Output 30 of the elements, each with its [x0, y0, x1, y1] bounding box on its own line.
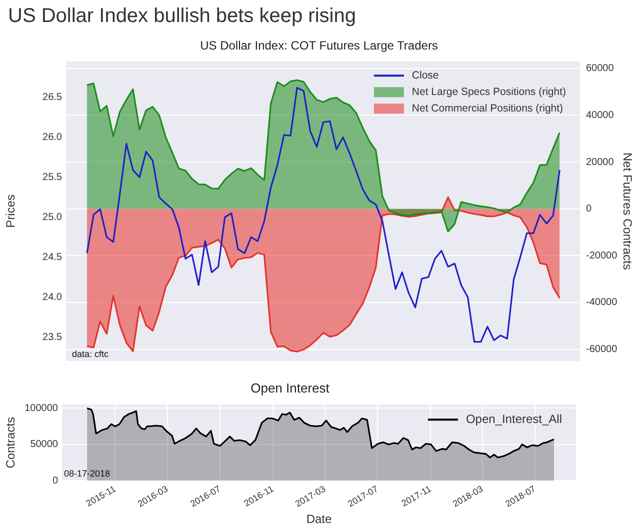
chart-title: US Dollar Index bullish bets keep rising	[7, 4, 357, 29]
y-tick-label: 50000	[30, 439, 58, 450]
y-tick-label: 100000	[24, 402, 58, 414]
legend-label: Net Commercial Positions (right)	[412, 102, 564, 115]
annotation: 08-17-2018	[64, 468, 110, 479]
y-axis-title: Contracts	[4, 416, 18, 468]
y2-tick-label: 40000	[586, 110, 614, 121]
y-tick-label: 24.0	[42, 292, 62, 303]
y2-tick-label: -20000	[586, 250, 618, 262]
y2-tick-label: -40000	[586, 297, 618, 308]
y-axis-title: Prices	[4, 194, 18, 228]
legend-label: Net Large Specs Positions (right)	[412, 86, 566, 98]
y-tick-label: 0	[52, 475, 58, 486]
y2-tick-label: 20000	[586, 156, 614, 168]
y2-axis-title: Net Futures Contracts	[620, 152, 634, 270]
annotation: data: cftc	[72, 348, 110, 359]
y-tick-label: 26.5	[42, 92, 62, 104]
y-tick-label: 24.5	[42, 252, 62, 263]
legend-label: Close	[412, 70, 439, 82]
y-tick-label: 25.0	[42, 212, 62, 223]
legend-label: Open_Interest_All	[466, 412, 562, 426]
x-axis-title: Date	[306, 512, 332, 526]
y2-tick-label: -60000	[586, 344, 618, 356]
chart-title: Open Interest	[250, 380, 330, 396]
y2-tick-label: 0	[586, 204, 592, 215]
chart-subtitle: US Dollar Index: COT Futures Large Traders	[200, 38, 438, 53]
y-tick-label: 26.0	[42, 132, 62, 144]
y-tick-label: 25.5	[42, 172, 62, 183]
y2-tick-label: 60000	[586, 63, 614, 74]
y-tick-label: 23.5	[42, 332, 62, 343]
